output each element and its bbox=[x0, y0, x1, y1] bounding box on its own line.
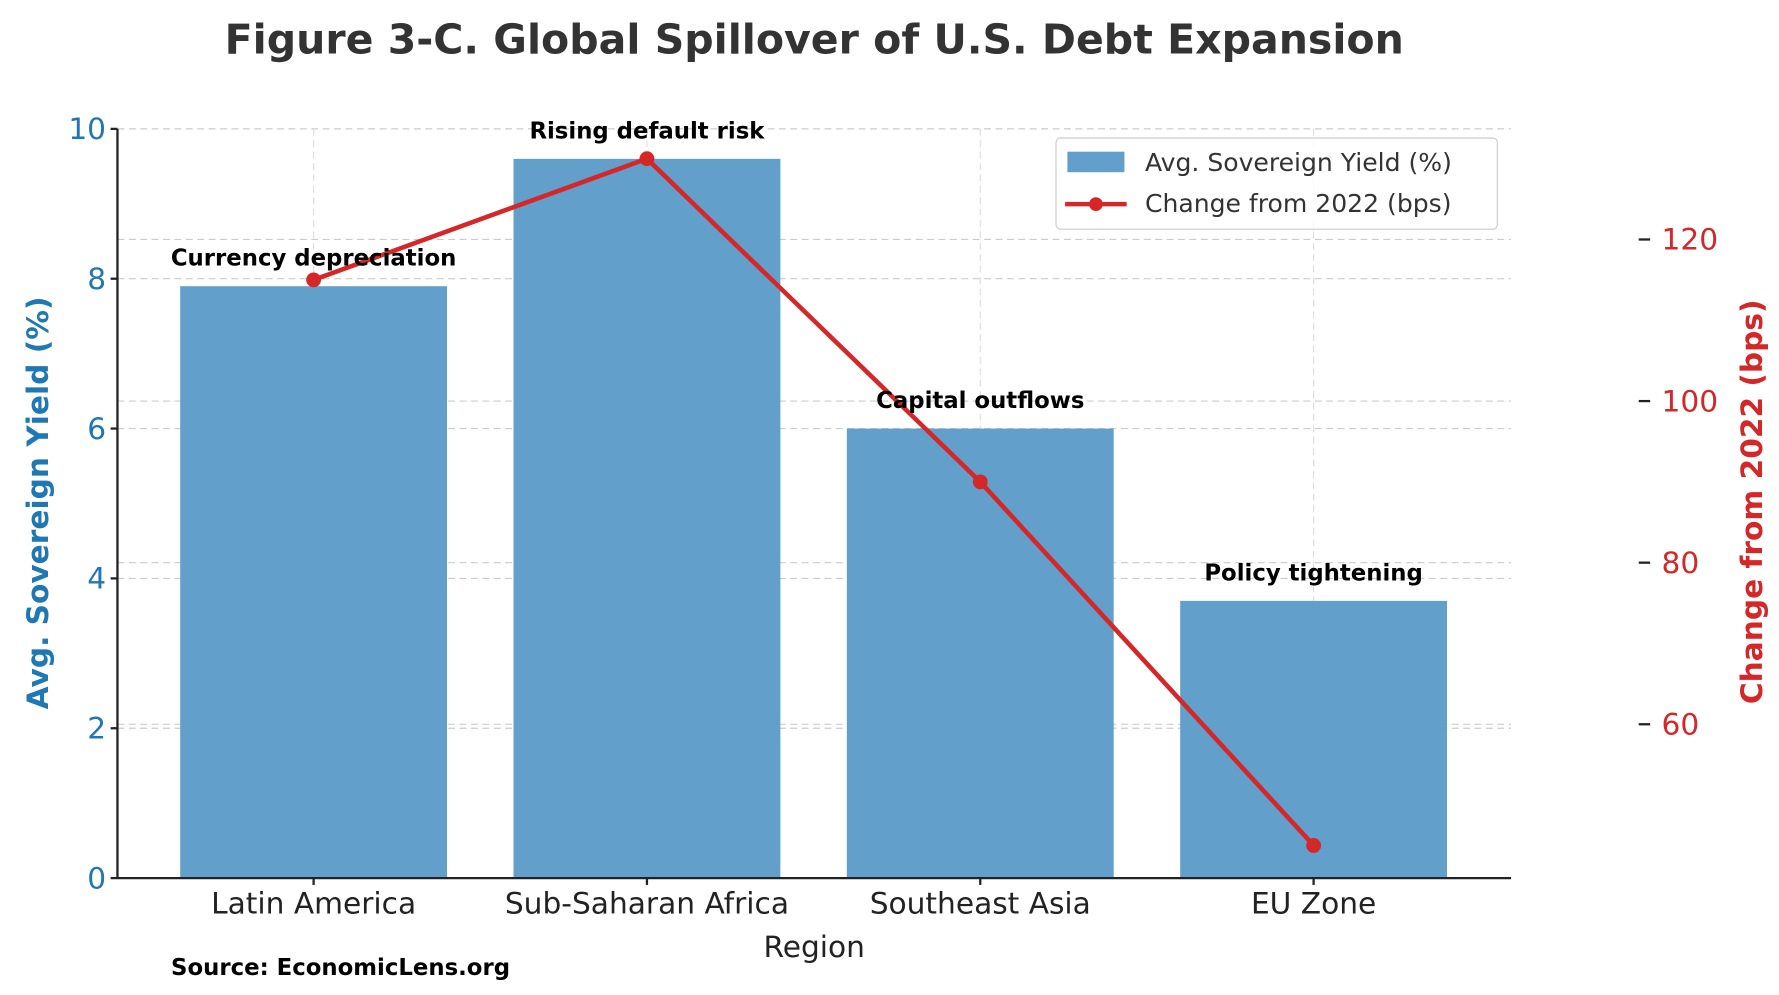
y-tick-label: 2 bbox=[87, 711, 106, 746]
annotations: Currency depreciation Rising default risk… bbox=[171, 118, 1423, 586]
y-tick-label: 6 bbox=[87, 411, 106, 446]
change-point bbox=[1306, 838, 1322, 853]
source-note: Source: EconomicLens.org bbox=[171, 955, 510, 981]
x-tick-label: EU Zone bbox=[1251, 885, 1376, 920]
y2-axis-label: Change from 2022 (bps) bbox=[1734, 299, 1769, 704]
change-point bbox=[972, 474, 988, 490]
annotation-label: Policy tightening bbox=[1204, 560, 1423, 586]
y2-tick-label: 80 bbox=[1662, 545, 1700, 580]
line-series bbox=[306, 151, 1322, 853]
bar-southeast-asia bbox=[846, 428, 1114, 879]
bar-sub-saharan-africa bbox=[513, 158, 781, 879]
y2-tick-label: 60 bbox=[1662, 707, 1700, 742]
y2-tick-label: 100 bbox=[1662, 383, 1719, 418]
bar-latin-america bbox=[180, 286, 448, 879]
x-tick-label: Southeast Asia bbox=[870, 885, 1091, 920]
change-point bbox=[639, 151, 655, 167]
legend-label-yield: Avg. Sovereign Yield (%) bbox=[1145, 148, 1452, 177]
y-tick-label: 0 bbox=[87, 860, 106, 895]
legend-box bbox=[1055, 137, 1498, 230]
y-tick-label: 8 bbox=[87, 261, 106, 296]
x-axis-label: Region bbox=[763, 929, 864, 964]
annotation-label: Rising default risk bbox=[529, 118, 765, 144]
legend-label-change: Change from 2022 (bps) bbox=[1145, 189, 1452, 218]
legend-bar-swatch bbox=[1067, 151, 1125, 173]
legend-line-marker bbox=[1089, 197, 1103, 211]
annotation-label: Capital outflows bbox=[876, 388, 1084, 414]
y-tick-label: 10 bbox=[68, 111, 106, 146]
change-point bbox=[306, 272, 322, 288]
x-tick-label: Sub-Saharan Africa bbox=[505, 885, 789, 920]
x-tick-label: Latin America bbox=[211, 885, 416, 920]
y-tick-label: 4 bbox=[87, 561, 106, 596]
y2-tick-label: 120 bbox=[1662, 222, 1719, 257]
change-line bbox=[312, 156, 1316, 848]
y-axis-label: Avg. Sovereign Yield (%) bbox=[20, 296, 55, 709]
bar-eu-zone bbox=[1180, 600, 1448, 879]
legend: Avg. Sovereign Yield (%) Change from 202… bbox=[1055, 137, 1498, 230]
annotation-label: Currency depreciation bbox=[171, 246, 457, 272]
bars bbox=[180, 158, 1448, 879]
chart-title: Figure 3-C. Global Spillover of U.S. Deb… bbox=[225, 16, 1404, 64]
axes: 0 2 4 6 8 10 60 80 100 120 Latin America Sub-Sahara… bbox=[68, 111, 1718, 920]
